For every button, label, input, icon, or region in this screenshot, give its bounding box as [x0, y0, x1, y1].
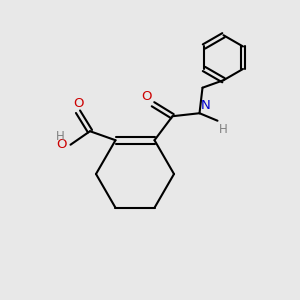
Text: H: H	[219, 123, 228, 136]
Text: O: O	[56, 138, 67, 151]
Text: H: H	[56, 130, 65, 143]
Text: O: O	[141, 90, 152, 103]
Text: O: O	[73, 97, 83, 110]
Text: N: N	[201, 99, 211, 112]
